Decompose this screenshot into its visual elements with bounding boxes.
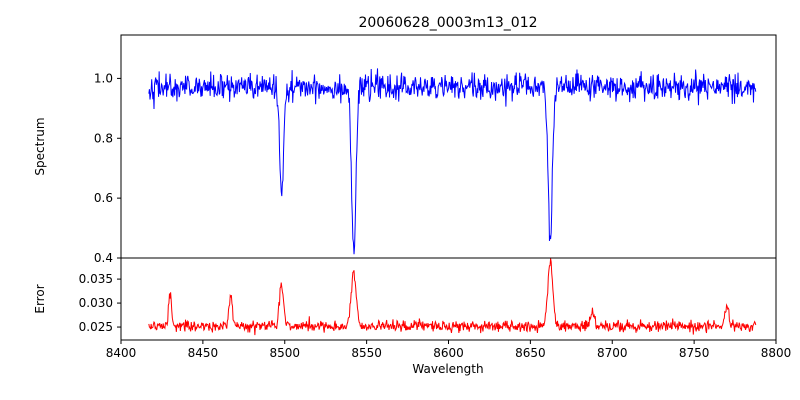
y-tick-label: 0.4 [94,251,113,265]
x-tick-label: 8550 [351,346,382,360]
x-tick-label: 8400 [106,346,137,360]
y-axis-label-error: Error [33,284,47,313]
x-tick-label: 8600 [433,346,464,360]
x-tick-label: 8750 [679,346,710,360]
x-axis-label: Wavelength [412,362,483,376]
y-tick-label: 0.8 [94,131,113,145]
y-tick-label: 0.030 [79,296,113,310]
y-axis-label-spectrum: Spectrum [33,117,47,175]
y-tick-label: 0.6 [94,191,113,205]
x-tick-label: 8450 [188,346,219,360]
error-line [148,258,757,336]
x-tick-label: 8700 [597,346,628,360]
x-tick-label: 8800 [761,346,792,360]
y-tick-label: 1.0 [94,71,113,85]
plot-area: 0.4 0.6 0.8 1.0 0.025 0.030 0.035 8400 8450 8500 8… [79,34,792,360]
y-tick-label: 0.035 [79,272,113,286]
x-tick-label: 8650 [515,346,546,360]
chart-title: 20060628_0003m13_012 [358,15,537,31]
x-tick-label: 8500 [269,346,300,360]
y-tick-label: 0.025 [79,320,113,334]
spectrum-line [148,68,757,255]
